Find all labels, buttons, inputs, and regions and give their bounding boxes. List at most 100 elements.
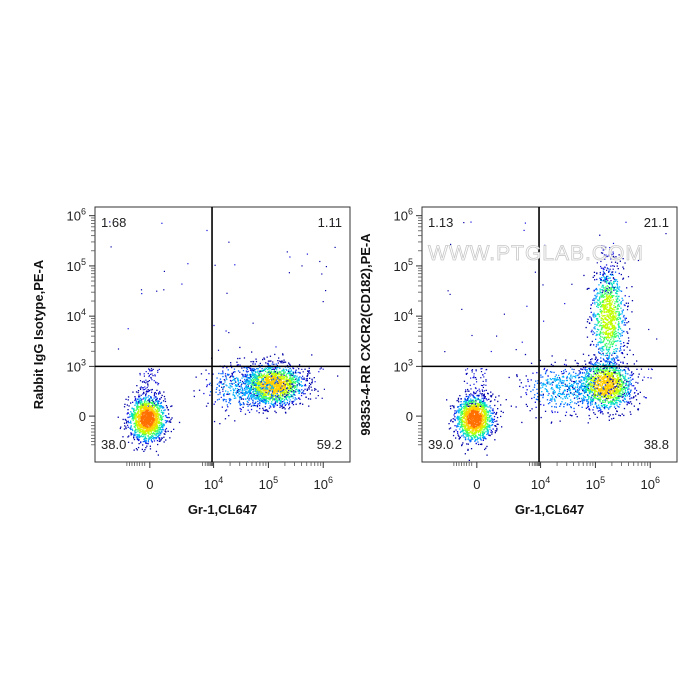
event-dot	[458, 425, 460, 427]
event-dot	[213, 420, 216, 423]
event-dot	[139, 372, 141, 375]
event-dot	[222, 370, 224, 372]
event-dot	[261, 381, 263, 384]
event-dot	[149, 413, 151, 415]
event-dot	[246, 379, 248, 381]
event-dot	[271, 382, 273, 385]
event-dot	[479, 426, 481, 428]
event-dot	[247, 405, 249, 407]
event-dot	[249, 380, 251, 383]
event-dot	[481, 443, 483, 446]
event-dot	[467, 433, 469, 435]
event-dot	[159, 392, 161, 394]
event-dot	[164, 419, 166, 422]
event-dot	[247, 392, 249, 394]
event-dot	[454, 412, 456, 414]
event-dot	[500, 404, 502, 406]
event-dot	[170, 418, 172, 421]
event-dot	[148, 375, 150, 378]
event-dot	[476, 410, 478, 412]
event-dot	[150, 407, 152, 409]
event-dot	[280, 405, 282, 407]
event-dot	[474, 437, 476, 439]
event-dot	[476, 416, 478, 418]
event-dot	[149, 429, 151, 431]
event-dot	[151, 433, 153, 435]
event-dot	[143, 431, 145, 434]
event-dot	[259, 399, 261, 402]
event-dot	[144, 438, 146, 440]
event-dot	[169, 420, 171, 422]
event-dot	[137, 404, 139, 406]
event-dot	[123, 428, 126, 430]
event-dot	[464, 425, 467, 428]
event-dot	[150, 428, 152, 430]
event-dot	[290, 383, 293, 385]
event-dot	[483, 414, 485, 416]
event-dot	[275, 346, 277, 348]
event-dot	[165, 422, 167, 424]
event-dot	[473, 427, 475, 429]
event-dot	[143, 404, 145, 406]
event-dot	[485, 389, 487, 391]
event-dot	[274, 392, 277, 394]
event-dot	[282, 362, 284, 364]
event-dot	[229, 383, 231, 385]
event-dot	[173, 428, 175, 430]
event-dot	[272, 398, 275, 400]
event-dot	[480, 426, 482, 429]
event-dot	[150, 409, 152, 411]
event-dot	[137, 426, 139, 428]
event-dot	[254, 392, 256, 395]
event-dot	[268, 391, 270, 393]
event-dot	[303, 393, 305, 395]
event-dot	[233, 368, 236, 370]
event-dot	[129, 421, 131, 424]
event-dot	[149, 411, 151, 413]
event-dot	[138, 400, 140, 402]
event-dot	[459, 408, 461, 411]
event-dot	[219, 378, 222, 380]
event-dot	[147, 399, 149, 401]
event-dot	[466, 411, 469, 413]
event-dot	[484, 402, 486, 404]
event-dot	[490, 412, 492, 414]
event-dot	[283, 361, 285, 363]
event-dot	[290, 373, 292, 375]
event-dot	[288, 403, 290, 405]
event-dot	[264, 381, 266, 384]
event-dot	[281, 403, 284, 405]
event-dot	[474, 439, 477, 441]
event-dot	[142, 404, 144, 406]
event-dot	[462, 432, 465, 434]
event-dot	[306, 380, 308, 382]
event-dot	[245, 392, 247, 394]
event-dot	[143, 437, 146, 439]
event-dot	[242, 402, 244, 404]
event-dot	[137, 398, 139, 400]
event-dot	[280, 372, 282, 374]
event-dot	[132, 413, 134, 415]
event-dot	[470, 409, 473, 411]
event-dot	[149, 426, 151, 428]
event-dot	[275, 388, 277, 390]
event-dot	[160, 396, 162, 399]
event-dot	[253, 378, 256, 380]
event-dot	[453, 407, 455, 409]
event-dot	[144, 409, 146, 411]
event-dot	[255, 360, 258, 363]
event-dot	[487, 432, 489, 434]
event-dot	[291, 379, 293, 381]
event-dot	[491, 417, 493, 419]
event-dot	[156, 389, 158, 391]
event-dot	[459, 419, 462, 421]
event-dot	[274, 388, 277, 390]
event-dot	[452, 418, 454, 420]
event-dot	[247, 391, 250, 393]
event-dot	[133, 414, 135, 417]
event-dot	[257, 368, 259, 370]
event-dot	[155, 404, 157, 406]
event-dot	[468, 423, 470, 425]
event-dot	[254, 376, 256, 379]
event-dot	[247, 374, 249, 376]
